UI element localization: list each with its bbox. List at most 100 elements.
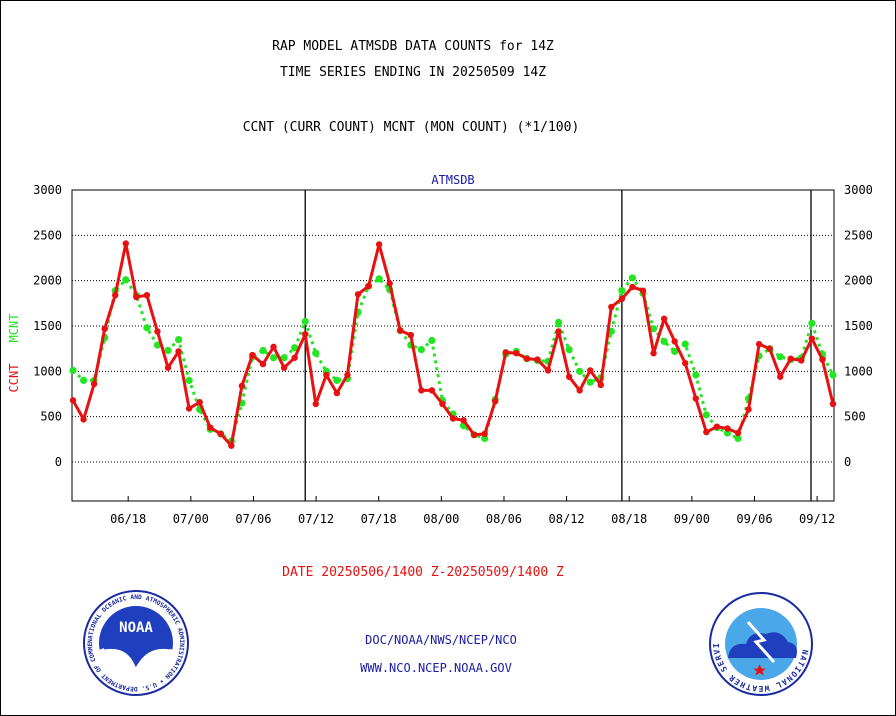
data-point-ccnt bbox=[164, 364, 172, 371]
x-tick-label: 09/00 bbox=[674, 512, 710, 526]
x-tick-label: 08/12 bbox=[549, 512, 585, 526]
url-line: WWW.NCO.NCEP.NOAA.GOV bbox=[360, 661, 512, 675]
data-point-ccnt bbox=[365, 282, 372, 290]
data-point-ccnt bbox=[323, 371, 330, 379]
data-point-mcnt bbox=[723, 429, 732, 437]
data-point-mcnt bbox=[291, 344, 299, 352]
data-point-mcnt bbox=[153, 341, 162, 349]
data-point-ccnt bbox=[671, 338, 678, 345]
data-point-ccnt bbox=[692, 395, 699, 402]
data-point-mcnt bbox=[829, 371, 837, 379]
data-point-ccnt bbox=[80, 416, 87, 423]
y-tick-label-left: 2500 bbox=[33, 228, 62, 242]
y-tick-label-right: 2000 bbox=[844, 274, 873, 288]
data-point-ccnt bbox=[534, 356, 541, 363]
data-point-mcnt bbox=[481, 434, 489, 443]
chart-subtitle: CCNT (CURR COUNT) MCNT (MON COUNT) (*1/1… bbox=[242, 120, 580, 135]
data-point-ccnt bbox=[724, 425, 731, 432]
data-point-ccnt bbox=[470, 431, 478, 439]
data-point-ccnt bbox=[819, 356, 826, 363]
data-point-mcnt bbox=[79, 376, 88, 385]
data-point-ccnt bbox=[397, 327, 404, 334]
data-point-ccnt bbox=[312, 400, 319, 408]
data-point-mcnt bbox=[681, 340, 689, 348]
data-point-ccnt bbox=[766, 345, 773, 352]
data-point-ccnt bbox=[798, 357, 805, 364]
data-point-mcnt bbox=[301, 317, 309, 326]
x-tick-label: 06/18 bbox=[110, 512, 146, 526]
org-line: DOC/NOAA/NWS/NCEP/NCO bbox=[365, 633, 517, 647]
y-tick-label-left: 0 bbox=[55, 455, 62, 469]
data-point-mcnt bbox=[660, 337, 668, 346]
data-point-ccnt bbox=[185, 405, 193, 412]
data-point-ccnt bbox=[829, 400, 837, 408]
data-point-ccnt bbox=[270, 343, 277, 351]
y-axis-label-ccnt: CCNT bbox=[7, 364, 21, 393]
data-point-ccnt bbox=[280, 364, 288, 371]
data-point-ccnt bbox=[302, 330, 309, 338]
y-tick-label-left: 2000 bbox=[33, 274, 62, 288]
data-point-ccnt bbox=[777, 373, 784, 380]
data-point-mcnt bbox=[576, 367, 584, 375]
data-point-ccnt bbox=[407, 331, 414, 339]
data-point-ccnt bbox=[682, 359, 689, 367]
data-point-ccnt bbox=[576, 387, 583, 394]
nws-logo: NATIONAL WEATHER SERVICE bbox=[708, 592, 813, 696]
data-point-mcnt bbox=[312, 349, 320, 357]
data-point-ccnt bbox=[587, 367, 594, 374]
noaa-logo-text: NOAA bbox=[119, 620, 153, 636]
data-point-ccnt bbox=[418, 387, 425, 394]
data-point-ccnt bbox=[333, 389, 341, 397]
y-tick-label-left: 1500 bbox=[33, 319, 62, 333]
data-point-ccnt bbox=[555, 328, 562, 335]
y-tick-label-right: 500 bbox=[844, 410, 866, 424]
data-point-ccnt bbox=[745, 406, 752, 413]
data-point-mcnt bbox=[375, 275, 383, 283]
data-point-ccnt bbox=[428, 387, 436, 394]
data-point-ccnt bbox=[629, 283, 636, 291]
y-tick-label-left: 1000 bbox=[33, 364, 62, 378]
plot-title: ATMSDB bbox=[431, 173, 474, 187]
data-point-ccnt bbox=[175, 348, 182, 355]
data-point-mcnt bbox=[69, 366, 77, 375]
data-point-mcnt bbox=[269, 354, 278, 362]
data-point-ccnt bbox=[565, 373, 573, 380]
data-point-ccnt bbox=[133, 293, 140, 301]
y-tick-label-right: 0 bbox=[844, 455, 851, 469]
data-point-ccnt bbox=[344, 371, 351, 379]
x-tick-label: 09/06 bbox=[736, 512, 772, 526]
data-point-mcnt bbox=[618, 287, 626, 295]
data-point-ccnt bbox=[207, 424, 214, 431]
data-point-ccnt bbox=[492, 398, 499, 405]
data-point-mcnt bbox=[122, 276, 130, 284]
data-point-ccnt bbox=[291, 354, 298, 361]
data-point-ccnt bbox=[481, 430, 488, 438]
x-tick-label: 08/18 bbox=[611, 512, 647, 526]
data-point-mcnt bbox=[565, 345, 573, 354]
x-tick-label: 07/06 bbox=[235, 512, 271, 526]
x-tick-label: 07/18 bbox=[361, 512, 397, 526]
data-point-ccnt bbox=[90, 380, 98, 388]
data-point-ccnt bbox=[196, 398, 203, 406]
data-point-ccnt bbox=[787, 355, 794, 362]
data-point-ccnt bbox=[375, 241, 383, 248]
data-point-mcnt bbox=[428, 336, 436, 345]
data-point-mcnt bbox=[734, 434, 742, 443]
data-point-ccnt bbox=[544, 367, 552, 374]
data-point-ccnt bbox=[597, 381, 604, 389]
data-point-ccnt bbox=[228, 442, 235, 449]
data-point-ccnt bbox=[608, 303, 615, 311]
data-point-mcnt bbox=[808, 319, 816, 327]
data-point-ccnt bbox=[460, 417, 467, 424]
x-tick-label: 07/00 bbox=[173, 512, 209, 526]
data-point-mcnt bbox=[164, 346, 172, 355]
data-point-mcnt bbox=[586, 378, 594, 386]
data-point-ccnt bbox=[523, 355, 531, 362]
data-point-ccnt bbox=[249, 351, 256, 359]
data-point-ccnt bbox=[639, 287, 647, 294]
data-point-ccnt bbox=[660, 315, 668, 322]
chart-title-line2: TIME SERIES ENDING IN 20250509 14Z bbox=[279, 65, 547, 80]
data-point-mcnt bbox=[143, 324, 151, 332]
data-point-ccnt bbox=[439, 400, 446, 408]
data-point-mcnt bbox=[692, 371, 700, 379]
